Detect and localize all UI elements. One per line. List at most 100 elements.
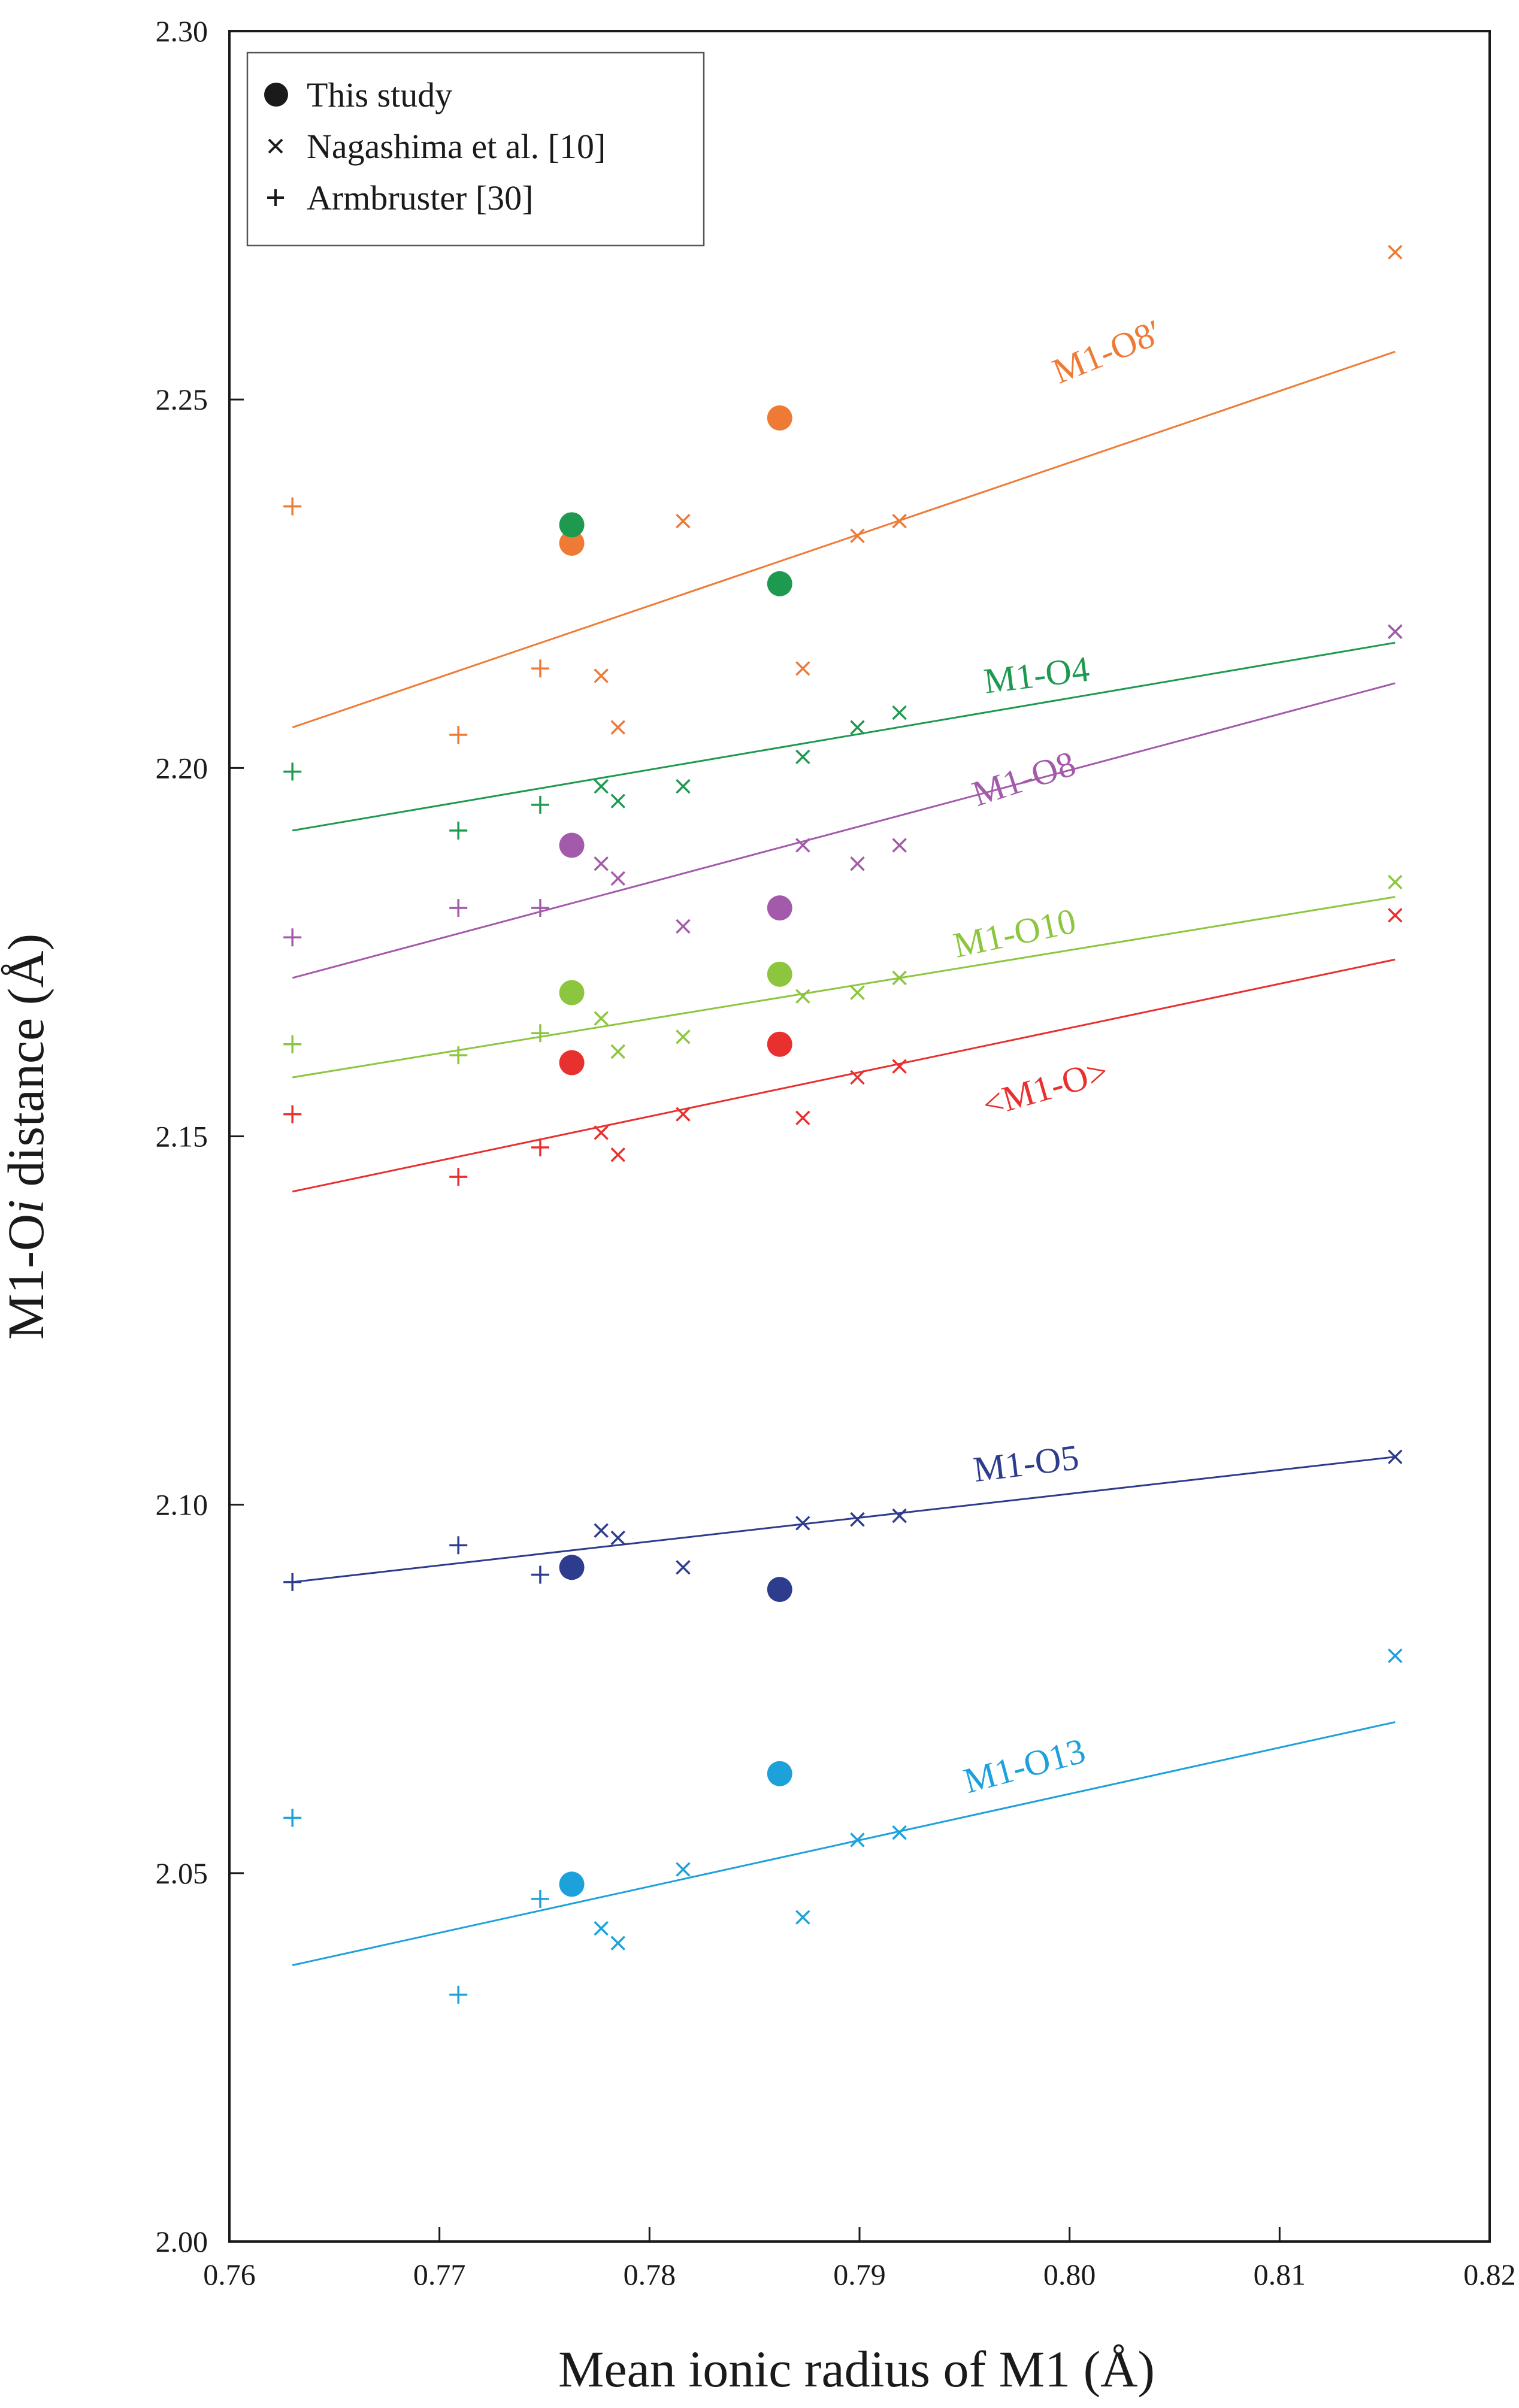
nagashima-point-m1-o8 — [795, 838, 810, 853]
armbruster-point-m1-o8 — [283, 497, 302, 516]
nagashima-point-m1-o8 — [1387, 624, 1403, 639]
armbruster-point-m1-o5 — [283, 1573, 302, 1591]
this-study-point-m1-o8 — [767, 405, 792, 431]
armbruster-point-m1-o — [283, 1105, 302, 1123]
nagashima-point-m1-o — [892, 1059, 907, 1074]
x-tick-label: 0.77 — [413, 2258, 466, 2291]
armbruster-point-m1-o5 — [449, 1536, 468, 1555]
armbruster-point-m1-o10 — [531, 1024, 549, 1043]
nagashima-point-m1-o5 — [1387, 1449, 1403, 1464]
nagashima-point-m1-o — [850, 1070, 865, 1085]
nagashima-point-m1-o — [610, 1147, 625, 1162]
nagashima-point-m1-o13 — [795, 1910, 810, 1925]
legend-box — [246, 52, 705, 247]
this-study-point-m1-o — [559, 1050, 585, 1076]
nagashima-point-m1-o13 — [610, 1936, 625, 1950]
nagashima-point-m1-o4 — [892, 705, 907, 720]
nagashima-point-m1-o — [594, 1125, 609, 1140]
nagashima-point-m1-o5 — [892, 1508, 907, 1523]
this-study-point-m1-o13 — [767, 1761, 792, 1786]
this-study-point-m1-o10 — [767, 961, 792, 987]
y-tick-label: 2.15 — [156, 1120, 208, 1153]
y-tick-label: 2.20 — [156, 751, 208, 785]
series-label-m1-o4: M1-O4 — [982, 649, 1091, 701]
nagashima-point-m1-o8 — [594, 668, 609, 683]
nagashima-point-m1-o13 — [850, 1832, 865, 1847]
nagashima-point-m1-o — [676, 1107, 691, 1122]
nagashima-point-m1-o8 — [795, 661, 810, 676]
nagashima-point-m1-o4 — [850, 720, 865, 735]
armbruster-point-m1-o4 — [531, 795, 549, 814]
armbruster-point-m1-o — [449, 1168, 468, 1186]
trend-line-m1-o8 — [292, 350, 1396, 729]
x-tick-label: 0.78 — [624, 2258, 676, 2291]
armbruster-point-m1-o13 — [449, 1985, 468, 2004]
legend-marker-this-study — [264, 83, 288, 107]
x-tick-label: 0.79 — [833, 2258, 886, 2291]
armbruster-point-m1-o13 — [283, 1809, 302, 1827]
this-study-point-m1-o8 — [559, 832, 585, 858]
x-tick-label: 0.82 — [1463, 2258, 1516, 2291]
armbruster-point-m1-o8 — [449, 899, 468, 917]
armbruster-point-m1-o8 — [531, 659, 549, 678]
nagashima-point-m1-o5 — [850, 1512, 865, 1527]
nagashima-point-m1-o8 — [892, 838, 907, 853]
nagashima-point-m1-o8 — [610, 871, 625, 886]
armbruster-point-m1-o — [531, 1138, 549, 1156]
axis-ticks: 0.76 0.77 0.78 0.79 0.80 0.81 0.82 2.00 2.05 2.10… — [156, 14, 1516, 2291]
trend-line-m1-o4 — [292, 641, 1396, 832]
armbruster-point-m1-o10 — [449, 1046, 468, 1065]
x-axis-label: Mean ionic radius of M1 (Å) — [558, 2340, 1155, 2398]
nagashima-point-m1-o4 — [594, 779, 609, 794]
this-study-point-m1-o5 — [767, 1577, 792, 1603]
nagashima-point-m1-o8 — [892, 513, 907, 529]
trend-lines — [292, 350, 1396, 1967]
series-labels: M1-O8′ M1-O4 M1-O8 M1-O10 <M1-O> M1-O5 M1-O13 — [950, 312, 1167, 1801]
nagashima-point-m1-o10 — [676, 1029, 691, 1044]
series-label-m1-o8: M1-O8 — [967, 744, 1080, 814]
legend-marker-armbruster — [267, 189, 284, 206]
trend-line-m1-o13 — [292, 1721, 1396, 1967]
nagashima-point-m1-o8 — [594, 856, 609, 871]
nagashima-point-m1-o5 — [676, 1560, 691, 1575]
armbruster-point-m1-o8 — [283, 928, 302, 947]
trend-line-m1-o8 — [292, 682, 1396, 979]
armbruster-point-m1-o5 — [531, 1565, 549, 1584]
y-tick-label: 2.30 — [156, 14, 208, 48]
nagashima-point-m1-o13 — [676, 1862, 691, 1877]
nagashima-point-m1-o10 — [610, 1044, 625, 1059]
this-study-point-m1-o13 — [559, 1871, 585, 1897]
nagashima-point-m1-o — [1387, 908, 1403, 923]
this-study-point-m1-o10 — [559, 980, 585, 1005]
legend-label-armbruster: Armbruster [30] — [307, 178, 534, 217]
data-markers — [283, 244, 1403, 2004]
nagashima-point-m1-o4 — [676, 779, 691, 794]
nagashima-point-m1-o4 — [610, 793, 625, 808]
legend-label-nagashima: Nagashima et al. [10] — [307, 127, 606, 166]
nagashima-point-m1-o5 — [795, 1516, 810, 1531]
nagashima-point-m1-o8 — [610, 720, 625, 735]
this-study-point-m1-o4 — [767, 571, 792, 596]
this-study-point-m1-o5 — [559, 1555, 585, 1580]
trend-line-m1-o — [292, 958, 1396, 1193]
armbruster-point-m1-o8 — [449, 725, 468, 744]
this-study-point-m1-o4 — [559, 512, 585, 538]
plot-frame — [228, 30, 1491, 2243]
this-study-point-m1-o — [767, 1031, 792, 1057]
legend: This study Nagashima et al. [10] Armbrus… — [246, 52, 705, 247]
x-tick-label: 0.81 — [1254, 2258, 1306, 2291]
legend-marker-nagashima — [268, 138, 283, 154]
legend-label-this-study: This study — [307, 75, 452, 114]
armbruster-point-m1-o4 — [449, 821, 468, 840]
nagashima-point-m1-o5 — [594, 1523, 609, 1538]
this-study-point-m1-o8 — [559, 531, 585, 556]
series-label-m1-o10: M1-O10 — [950, 901, 1079, 965]
this-study-point-m1-o8 — [767, 895, 792, 921]
nagashima-point-m1-o8 — [676, 919, 691, 934]
x-tick-label: 0.76 — [203, 2258, 256, 2291]
nagashima-point-m1-o10 — [795, 989, 810, 1004]
y-tick-label: 2.10 — [156, 1488, 208, 1522]
y-tick-label: 2.00 — [156, 2225, 208, 2258]
series-label-m1-o5: M1-O5 — [971, 1437, 1081, 1489]
